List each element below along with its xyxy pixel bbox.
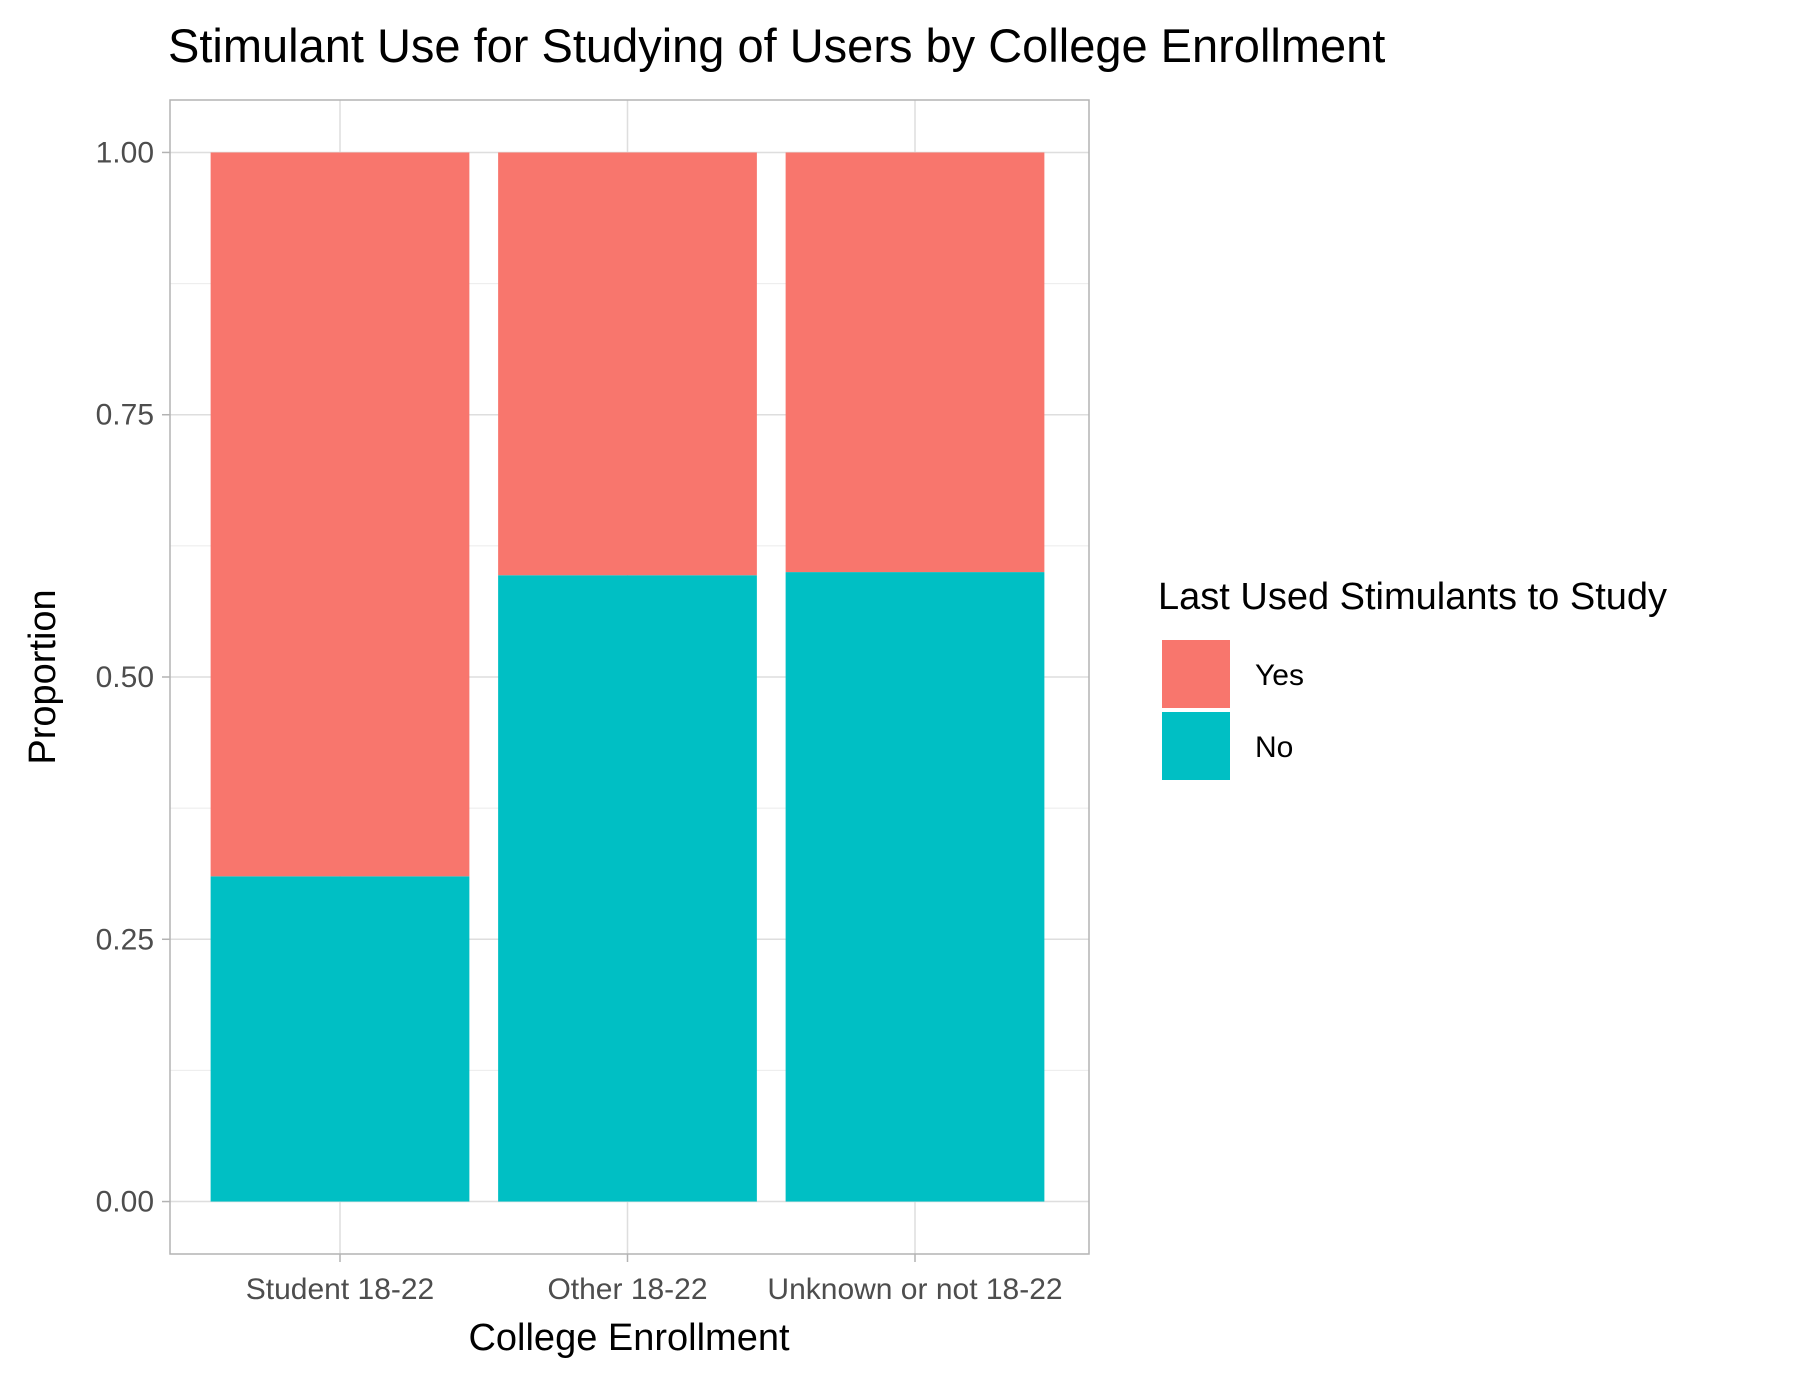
y-tick-label: 0.25 xyxy=(96,923,154,956)
y-tick-label: 0.00 xyxy=(96,1186,154,1219)
bar-segment-yes xyxy=(498,152,757,576)
bar-segment-no xyxy=(210,876,470,1202)
chart-title: Stimulant Use for Studying of Users by C… xyxy=(168,19,1385,72)
y-tick-label: 0.50 xyxy=(96,661,154,694)
x-tick-label: Unknown or not 18-22 xyxy=(767,1273,1062,1306)
x-axis-ticks: Student 18-22 Other 18-22 Unknown or not 1… xyxy=(246,1254,1063,1306)
legend-key-no xyxy=(1162,712,1230,780)
bar-segment-no xyxy=(785,572,1045,1202)
legend-title: Last Used Stimulants to Study xyxy=(1158,576,1667,618)
bar-segment-yes xyxy=(210,152,470,877)
x-axis-title: College Enrollment xyxy=(468,1317,789,1359)
legend: Last Used Stimulants to Study Yes No xyxy=(1158,576,1667,780)
y-axis-title: Proportion xyxy=(22,589,64,764)
legend-label: No xyxy=(1255,731,1293,764)
legend-key-yes xyxy=(1162,640,1230,708)
x-tick-label: Student 18-22 xyxy=(246,1273,434,1306)
x-tick-label: Other 18-22 xyxy=(547,1273,707,1306)
bar-segment-yes xyxy=(785,152,1045,573)
y-tick-label: 1.00 xyxy=(96,136,154,169)
bars xyxy=(210,152,1045,1202)
y-tick-label: 0.75 xyxy=(96,399,154,432)
y-axis-ticks: 0.00 0.25 0.50 0.75 1.00 xyxy=(96,136,170,1219)
legend-label: Yes xyxy=(1255,659,1304,692)
bar-segment-no xyxy=(498,575,757,1202)
